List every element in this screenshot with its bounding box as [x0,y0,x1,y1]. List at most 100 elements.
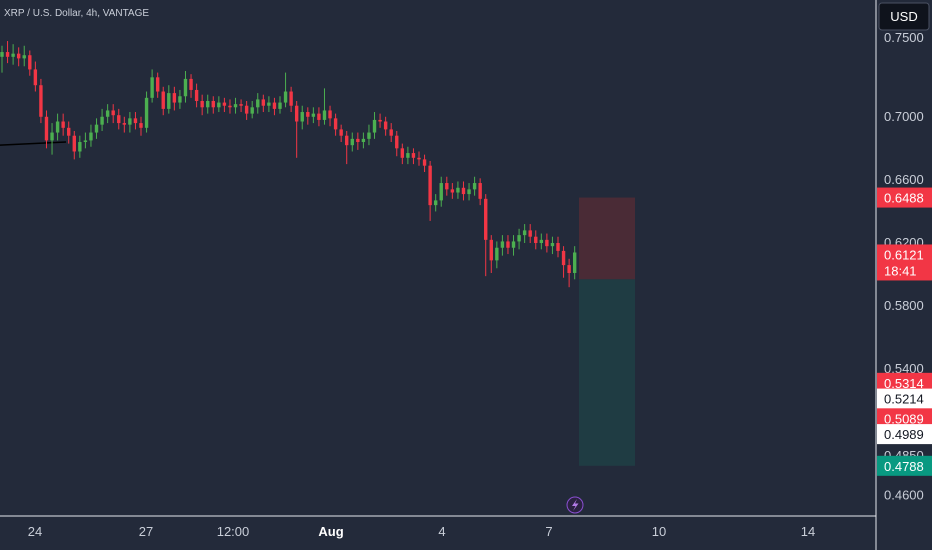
candle-body [367,132,371,139]
price-label: 0.5314 [877,372,932,393]
candle [539,233,544,250]
candle-body [233,104,238,108]
candle [433,194,438,212]
price-label-text: 0.4989 [884,427,924,442]
y-tick-label: 0.5800 [884,298,924,313]
candle [383,116,388,136]
candle [367,124,371,146]
candle [256,93,260,114]
candle-body [11,53,15,57]
candle-body [489,239,493,261]
candle-body [417,157,421,160]
price-label: 0.4989 [877,424,932,445]
price-label-text: 0.4788 [884,459,924,474]
candle [500,235,505,256]
candle [339,124,343,143]
candle [300,105,304,130]
price-label-bg [877,455,932,476]
candle [72,130,76,160]
candle [22,45,26,67]
candle-body [317,113,321,120]
candle-body [72,135,76,152]
x-tick-label: 7 [545,524,552,539]
candle [44,110,49,149]
candle-body [122,123,127,125]
candle [272,97,277,116]
y-tick-label: 0.6600 [884,172,924,187]
candle-body [522,230,527,236]
candle-body [228,105,232,108]
candle [406,146,410,165]
candle [534,230,538,250]
candle [83,132,88,149]
candle [522,224,527,244]
price-label-bg [877,372,932,393]
candle-body [272,102,277,109]
candle-body [378,119,382,122]
candle [239,99,243,113]
candle-body [178,96,182,103]
candle [5,41,10,64]
candle-body [356,138,360,143]
candle [111,104,115,124]
price-label: 0.6488 [877,187,932,208]
currency-label: USD [890,9,917,24]
candle-body [22,55,26,59]
candle [105,104,110,124]
candle-body [83,140,88,143]
candle-body [139,123,143,128]
candle-body [389,129,393,136]
candle [439,176,443,207]
symbol-title: XRP / U.S. Dollar, 4h, VANTAGE [4,8,150,19]
candle-body [345,135,349,146]
candle-body [50,132,54,141]
candle [428,160,432,221]
candle [172,86,177,111]
candle-body [33,69,38,86]
candle-body [450,189,455,193]
candle-body [361,138,366,143]
candle [222,97,227,113]
candle-body [383,121,388,130]
candle [567,258,571,288]
candle-body [400,148,405,158]
candle-body [445,183,449,190]
candle [89,124,93,147]
candle [150,69,154,103]
candle [61,113,65,136]
candle-body [211,100,215,108]
x-tick-label: 4 [438,524,445,539]
candle-body [261,99,266,106]
candle-body [183,78,188,97]
x-tick-label: 10 [652,524,666,539]
y-tick-label: 0.4600 [884,487,924,502]
candle [0,45,4,73]
candle-body [411,153,416,158]
candle-body [306,112,310,117]
candle-body [294,105,299,122]
candle [122,116,127,133]
candle-body [89,132,93,141]
price-label-bg [877,187,932,208]
candle-body [478,183,482,199]
candle-body [55,121,60,133]
candle-body [206,100,210,108]
candle [178,89,182,109]
candle [456,181,460,199]
candle [94,118,99,139]
candle-body [311,113,316,117]
candle-body [194,89,199,101]
currency-button[interactable]: USD [878,2,930,31]
x-tick-label: 12:00 [217,524,250,539]
candle-body [439,183,443,201]
trend-line [0,141,67,146]
lightning-icon[interactable] [566,496,584,514]
candle [328,105,332,127]
candle-body [567,265,571,273]
candle [511,235,516,256]
candle-body [94,124,99,133]
candle-body [561,250,566,266]
candle-body [150,77,154,98]
candle [217,96,221,113]
